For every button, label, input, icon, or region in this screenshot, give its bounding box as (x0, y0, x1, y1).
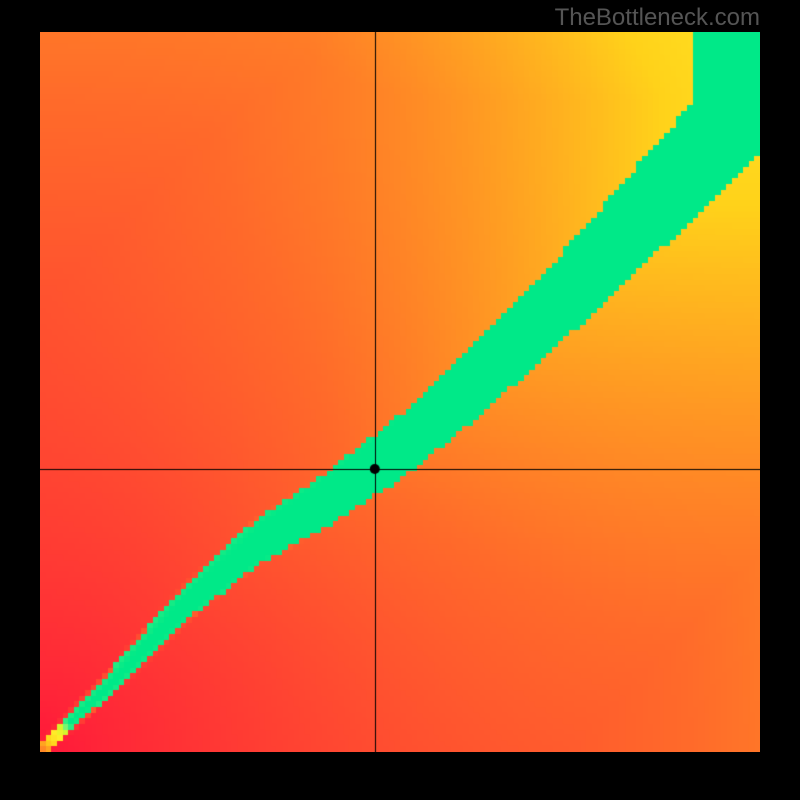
watermark-text: TheBottleneck.com (555, 4, 760, 32)
chart-container: TheBottleneck.com (0, 0, 800, 800)
bottleneck-heatmap (40, 32, 760, 752)
